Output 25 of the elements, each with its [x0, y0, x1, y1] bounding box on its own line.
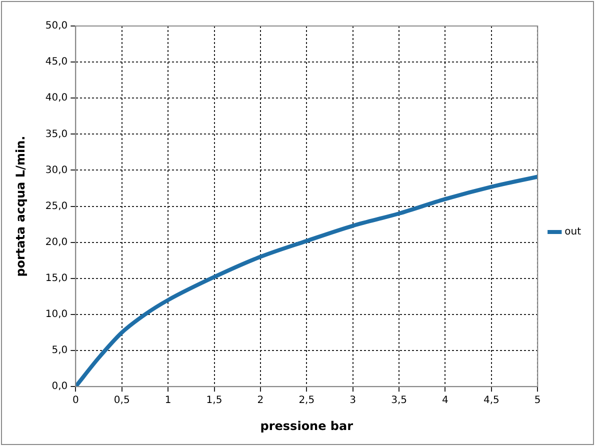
x-tick-label: 0,5 [114, 395, 130, 406]
y-tick-label: 10,0 [45, 309, 68, 320]
legend-label: out [564, 226, 582, 238]
y-tick-label: 0,0 [52, 381, 68, 392]
x-tick-label: 3,5 [391, 395, 407, 406]
y-axis-title: portata acqua L/min. [13, 136, 28, 277]
x-tick-label: 1 [164, 395, 172, 406]
x-tick-label: 2 [257, 395, 264, 406]
y-tick-label: 45,0 [45, 56, 68, 68]
x-tick-label: 1,5 [206, 395, 222, 406]
y-tick-label: 50,0 [45, 20, 68, 32]
y-tick-label: 35,0 [45, 128, 68, 140]
y-tick-label: 40,0 [45, 92, 68, 104]
y-tick-label: 30,0 [45, 164, 68, 176]
y-tick-label: 15,0 [45, 273, 68, 284]
x-tick-label: 0 [72, 395, 79, 406]
x-tick-label: 3 [350, 395, 356, 406]
x-tick-label: 2,5 [298, 395, 315, 406]
x-tick-label: 4,5 [483, 395, 500, 406]
y-tick-label: 5,0 [52, 345, 68, 356]
x-tick-label: 4 [442, 395, 448, 406]
x-tick-label: 5 [534, 395, 541, 406]
y-tick-label: 20,0 [45, 236, 68, 248]
x-axis-title: pressione bar [260, 418, 354, 433]
y-tick-label: 25,0 [45, 200, 68, 212]
